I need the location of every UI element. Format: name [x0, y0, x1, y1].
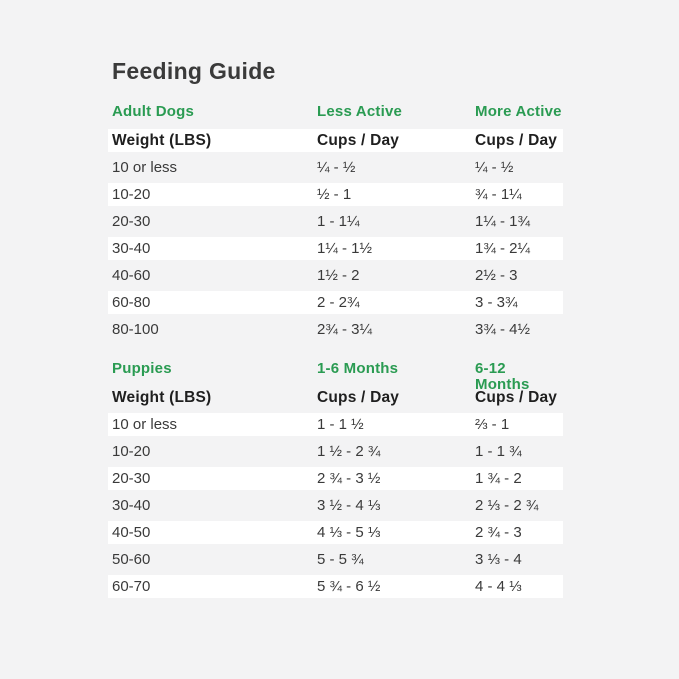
cups-cell: 1 - 1 ½: [317, 416, 364, 433]
weight-header-cell: Weight (LBS): [112, 388, 212, 406]
table-row: 80-100 2¾ - 3¼ 3¾ - 4½: [108, 318, 563, 341]
puppies-table: Puppies 1-6 Months 6-12 Months Weight (L…: [108, 361, 563, 598]
weight-cell: 60-80: [112, 294, 151, 311]
table-row: 10 or less ¼ - ½ ¼ - ½: [108, 156, 563, 179]
weight-cell: 60-70: [112, 578, 151, 595]
cups-cell: 5 ¾ - 6 ½: [317, 578, 381, 595]
cups-cell: ¼ - ½: [475, 159, 514, 176]
weight-cell: 80-100: [112, 321, 159, 338]
cups-cell: 1 ½ - 2 ¾: [317, 443, 381, 460]
cups-cell: 1 - 1¼: [317, 213, 360, 230]
table-row: 40-60 1½ - 2 2½ - 3: [108, 264, 563, 287]
cups-cell: 1¼ - 1¾: [475, 213, 531, 230]
table-row: 10-20 ½ - 1 ¾ - 1¼: [108, 183, 563, 206]
table-row: 10-20 1 ½ - 2 ¾ 1 - 1 ¾: [108, 440, 563, 463]
cups-cell: 1 - 1 ¾: [475, 443, 522, 460]
cups-cell: ½ - 1: [317, 186, 352, 203]
table-row: 60-70 5 ¾ - 6 ½ 4 - 4 ⅓: [108, 575, 563, 598]
cups-cell: 2¾ - 3¼: [317, 321, 373, 338]
cups-cell: 1 ¾ - 2: [475, 470, 522, 487]
weight-cell: 40-60: [112, 267, 151, 284]
cups-cell: ¾ - 1¼: [475, 186, 522, 203]
feeding-guide-page: Feeding Guide Adult Dogs Less Active Mor…: [108, 58, 563, 598]
puppies-header-row: Puppies 1-6 Months 6-12 Months: [108, 360, 563, 393]
weight-cell: 50-60: [112, 551, 151, 568]
adult-dogs-rows: Weight (LBS) Cups / Day Cups / Day 10 or…: [108, 129, 563, 341]
table-subheader-row: Weight (LBS) Cups / Day Cups / Day: [108, 129, 563, 152]
table-row: 40-50 4 ⅓ - 5 ⅓ 2 ¾ - 3: [108, 521, 563, 544]
less-active-column-title: Less Active: [317, 103, 403, 120]
weight-cell: 30-40: [112, 240, 151, 257]
weight-header-cell: Weight (LBS): [112, 131, 212, 149]
puppies-column-title: Puppies: [112, 360, 172, 377]
cups-per-day-header-cell: Cups / Day: [317, 388, 400, 406]
cups-cell: 4 ⅓ - 5 ⅓: [317, 524, 381, 541]
weight-cell: 20-30: [112, 213, 151, 230]
cups-cell: 3¾ - 4½: [475, 321, 531, 338]
cups-cell: 2 ⅓ - 2 ¾: [475, 497, 539, 514]
cups-per-day-header-cell: Cups / Day: [475, 131, 558, 149]
cups-cell: 1¾ - 2¼: [475, 240, 531, 257]
table-row: 50-60 5 - 5 ¾ 3 ⅓ - 4: [108, 548, 563, 571]
cups-per-day-header-cell: Cups / Day: [475, 388, 558, 406]
cups-cell: 2 ¾ - 3: [475, 524, 522, 541]
table-row: 20-30 2 ¾ - 3 ½ 1 ¾ - 2: [108, 467, 563, 490]
puppies-rows: Weight (LBS) Cups / Day Cups / Day 10 or…: [108, 386, 563, 598]
weight-cell: 10 or less: [112, 416, 178, 433]
table-row: 30-40 1¼ - 1½ 1¾ - 2¼: [108, 237, 563, 260]
more-active-column-title: More Active: [475, 103, 562, 120]
cups-cell: 5 - 5 ¾: [317, 551, 364, 568]
table-subheader-row: Weight (LBS) Cups / Day Cups / Day: [108, 386, 563, 409]
weight-cell: 20-30: [112, 470, 151, 487]
cups-cell: 4 - 4 ⅓: [475, 578, 522, 595]
weight-cell: 10 or less: [112, 159, 178, 176]
weight-cell: 30-40: [112, 497, 151, 514]
cups-cell: 2 ¾ - 3 ½: [317, 470, 381, 487]
cups-cell: 2½ - 3: [475, 267, 518, 284]
cups-cell: 3 - 3¾: [475, 294, 518, 311]
one-to-six-months-column-title: 1-6 Months: [317, 360, 399, 377]
weight-cell: 10-20: [112, 186, 151, 203]
cups-cell: 1¼ - 1½: [317, 240, 373, 257]
adult-dogs-header-row: Adult Dogs Less Active More Active: [108, 104, 563, 120]
table-row: 10 or less 1 - 1 ½ ⅔ - 1: [108, 413, 563, 436]
adult-dogs-column-title: Adult Dogs: [112, 103, 194, 120]
cups-cell: ¼ - ½: [317, 159, 356, 176]
six-to-twelve-months-column-title: 6-12 Months: [475, 360, 530, 393]
cups-cell: 2 - 2¾: [317, 294, 360, 311]
weight-cell: 40-50: [112, 524, 151, 541]
table-row: 20-30 1 - 1¼ 1¼ - 1¾: [108, 210, 563, 233]
table-row: 60-80 2 - 2¾ 3 - 3¾: [108, 291, 563, 314]
cups-cell: 3 ½ - 4 ⅓: [317, 497, 381, 514]
cups-cell: 3 ⅓ - 4: [475, 551, 522, 568]
page-title: Feeding Guide: [112, 58, 276, 84]
cups-cell: 1½ - 2: [317, 267, 360, 284]
adult-dogs-table: Adult Dogs Less Active More Active Weigh…: [108, 104, 563, 341]
table-row: 30-40 3 ½ - 4 ⅓ 2 ⅓ - 2 ¾: [108, 494, 563, 517]
cups-per-day-header-cell: Cups / Day: [317, 131, 400, 149]
cups-cell: ⅔ - 1: [475, 416, 510, 433]
weight-cell: 10-20: [112, 443, 151, 460]
